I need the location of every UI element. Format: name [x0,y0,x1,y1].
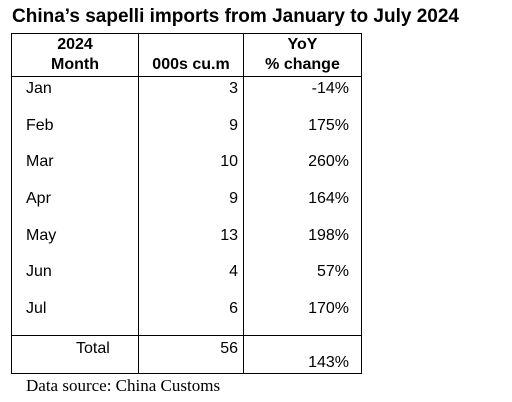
header-divider [12,76,361,77]
yoy-cell: 175% [308,117,349,134]
yoy-cell: 57% [316,263,349,280]
total-yoy: 143% [308,354,349,371]
yoy-cell: 198% [308,227,349,244]
yoy-cell: 170% [308,300,349,317]
column-divider [243,34,244,373]
header-yoy-line2: % change [265,56,340,73]
header-volume: 000s cu.m [152,56,230,73]
month-cell: Jan [26,80,52,97]
volume-cell: 9 [229,190,238,207]
data-source-note: Data source: China Customs [26,376,221,395]
header-month-year: 2024 [57,36,93,53]
yoy-cell: 260% [308,153,349,170]
volume-cell: 13 [220,227,238,244]
header-yoy: YoY % change [244,35,361,75]
month-cell: Jul [26,300,47,317]
total-volume: 56 [220,340,238,357]
month-cell: Jun [26,263,52,280]
yoy-cell: 164% [308,190,349,207]
total-label: Total [76,340,110,357]
yoy-cell: -14% [311,80,349,97]
month-cell: May [26,227,57,244]
month-cell: Feb [26,117,54,134]
header-month-label: Month [51,56,99,73]
volume-cell: 10 [220,153,238,170]
total-divider [12,335,361,336]
header-month: 2024 Month [12,35,138,75]
volume-cell: 6 [229,300,238,317]
volume-cell: 4 [229,263,238,280]
header-yoy-line1: YoY [287,36,318,53]
volume-cell: 9 [229,117,238,134]
imports-table: 2024 Month 000s cu.m YoY % change Jan 3 … [11,33,362,374]
volume-cell: 3 [229,80,238,97]
month-cell: Mar [26,153,54,170]
column-divider [138,34,139,373]
page-title: China’s sapelli imports from January to … [12,6,460,27]
month-cell: Apr [26,190,51,207]
